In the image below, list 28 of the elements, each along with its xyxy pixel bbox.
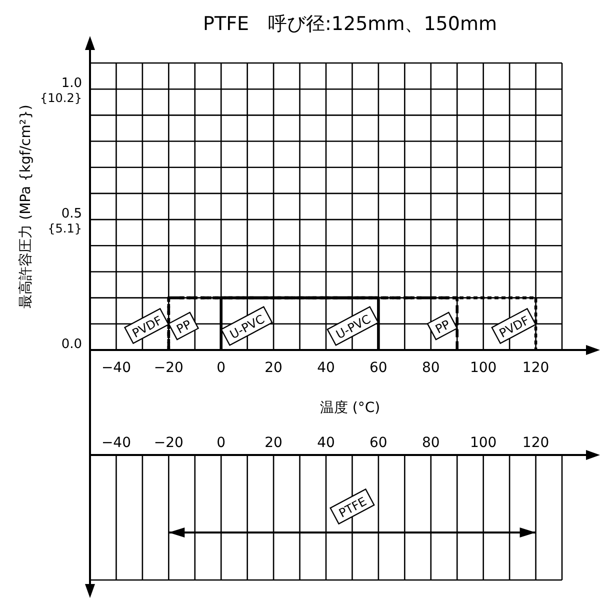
x-tick-label: 0 <box>216 360 226 376</box>
x-tick-label: 0 <box>216 435 226 451</box>
x-axis-title: 温度 (°C) <box>320 400 380 416</box>
x-tick-label: 20 <box>264 435 282 451</box>
x-tick-label: 60 <box>370 435 388 451</box>
x-tick-label: 100 <box>470 435 497 451</box>
chart-title: PTFE 呼び径:125mm、150mm <box>203 13 497 35</box>
x-tick-label: −20 <box>154 435 184 451</box>
y-tick-label: 0.5 <box>61 206 82 222</box>
x-tick-label: −40 <box>101 435 131 451</box>
x-tick-label: 120 <box>522 435 550 451</box>
x-tick-label: 40 <box>317 435 335 451</box>
x-tick-label: 80 <box>422 360 440 376</box>
y2-tick-label: {10.2} <box>40 91 82 106</box>
x-tick-label: 120 <box>522 360 550 376</box>
x-tick-label: 80 <box>422 435 440 451</box>
x-tick-label: −20 <box>154 360 184 376</box>
y-tick-label: 1.0 <box>61 76 82 92</box>
x-tick-label: 20 <box>264 360 282 376</box>
y2-axis-title: 最高許容圧力 (MPa {kgf/cm²}) <box>18 104 34 308</box>
x-tick-label: −40 <box>101 360 131 376</box>
text: PP <box>433 317 452 336</box>
text: PP <box>174 317 194 336</box>
x-tick-label: 40 <box>317 360 335 376</box>
x-tick-label: 60 <box>370 360 388 376</box>
y2-tick-label: {5.1} <box>48 222 82 236</box>
x-tick-label: 100 <box>470 360 497 376</box>
y-tick-label: 0.0 <box>61 337 82 352</box>
